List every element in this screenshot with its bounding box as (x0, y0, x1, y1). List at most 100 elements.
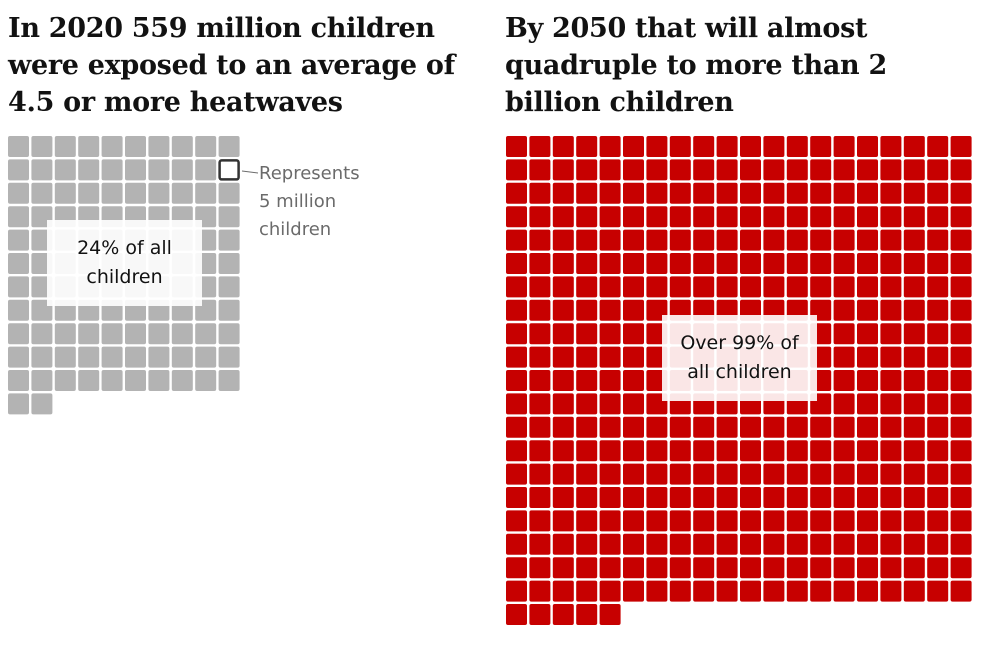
waffle-square (171, 370, 193, 391)
waffle-square (552, 159, 574, 181)
label-2050-line2: all children (687, 361, 792, 383)
waffle-square (693, 533, 715, 555)
waffle-square (78, 323, 100, 345)
waffle-square (218, 370, 240, 391)
waffle-square (693, 182, 715, 204)
waffle-square (903, 533, 925, 555)
waffle-square (623, 440, 644, 462)
waffle-square (880, 557, 902, 579)
waffle-square (552, 487, 574, 508)
waffle-square (646, 136, 668, 157)
waffle-square (740, 253, 761, 274)
waffle-square (880, 229, 902, 251)
waffle-square (927, 487, 949, 508)
waffle-square (763, 533, 785, 555)
waffle-square (576, 136, 598, 157)
waffle-square (101, 346, 123, 368)
waffle-square (552, 323, 574, 345)
waffle-square (927, 416, 949, 438)
waffle-square (171, 159, 193, 181)
legend-line2: 5 million (259, 191, 337, 212)
waffle-square (646, 416, 668, 438)
waffle-square (218, 229, 240, 251)
waffle-square (950, 580, 972, 602)
waffle-square (880, 510, 902, 532)
waffle-square (763, 229, 785, 251)
waffle-square (101, 323, 123, 345)
waffle-square (529, 206, 551, 228)
waffle-square (950, 533, 972, 555)
waffle-square (646, 580, 668, 602)
waffle-square (623, 159, 644, 181)
waffle-square (716, 159, 738, 181)
waffle-square (693, 253, 715, 274)
waffle-square (148, 182, 170, 204)
waffle-square (506, 393, 527, 415)
waffle-square (669, 136, 691, 157)
waffle-square (740, 182, 761, 204)
waffle-square (857, 159, 878, 181)
waffle-square (740, 136, 761, 157)
waffle-square (786, 440, 808, 462)
waffle-square (576, 416, 598, 438)
waffle-square (218, 323, 240, 345)
waffle-square (506, 557, 527, 579)
waffle-square (576, 299, 598, 321)
waffle-square (623, 253, 644, 274)
waffle-square (8, 206, 29, 228)
waffle-square (716, 463, 738, 485)
waffle-square (599, 463, 621, 485)
waffle-square (857, 557, 878, 579)
waffle-square (576, 533, 598, 555)
waffle-square (646, 229, 668, 251)
waffle-square (950, 440, 972, 462)
waffle-square (950, 136, 972, 157)
waffle-square (950, 159, 972, 181)
waffle-square (927, 463, 949, 485)
waffle-square (810, 276, 832, 298)
waffle-square (903, 159, 925, 181)
waffle-square (529, 604, 551, 625)
waffle-square (880, 323, 902, 345)
waffle-square (903, 206, 925, 228)
waffle-square (623, 393, 644, 415)
waffle-square (740, 580, 761, 602)
waffle-square (8, 182, 29, 204)
waffle-square (857, 393, 878, 415)
waffle-square (576, 557, 598, 579)
waffle-square (810, 440, 832, 462)
waffle-square (716, 182, 738, 204)
waffle-square (576, 346, 598, 368)
waffle-square (529, 299, 551, 321)
waffle-square (125, 346, 146, 368)
waffle-square (927, 393, 949, 415)
waffle-square (101, 136, 123, 157)
waffle-square (903, 440, 925, 462)
waffle-square (740, 487, 761, 508)
waffle-square (506, 463, 527, 485)
waffle-square (623, 276, 644, 298)
waffle-square (810, 487, 832, 508)
waffle-square (857, 416, 878, 438)
waffle-square (552, 229, 574, 251)
title-2020: In 2020 559 million children were expose… (8, 13, 455, 118)
waffle-square (833, 253, 855, 274)
waffle-square (576, 182, 598, 204)
waffle-square (833, 159, 855, 181)
waffle-square (552, 276, 574, 298)
waffle-square (786, 580, 808, 602)
waffle-square (506, 206, 527, 228)
waffle-square (552, 604, 574, 625)
waffle-square (740, 276, 761, 298)
waffle-square (506, 510, 527, 532)
waffle-square (810, 510, 832, 532)
waffle-square (529, 533, 551, 555)
waffle-square (880, 253, 902, 274)
waffle-square (529, 510, 551, 532)
waffle-square (716, 416, 738, 438)
waffle-square (786, 487, 808, 508)
waffle-square (810, 159, 832, 181)
waffle-square (506, 159, 527, 181)
waffle-square (599, 182, 621, 204)
